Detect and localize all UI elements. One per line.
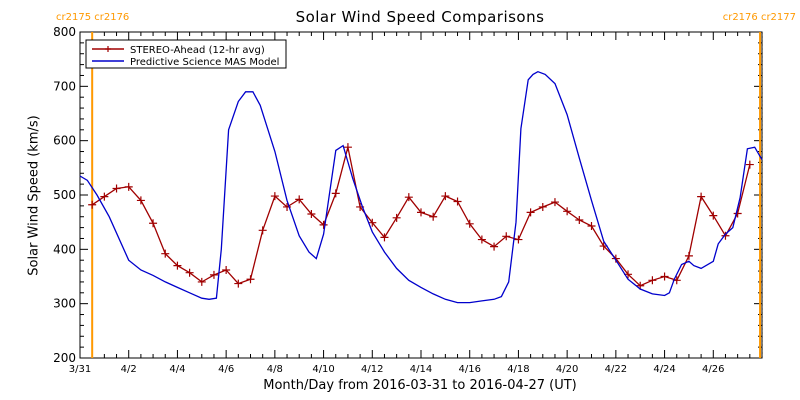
legend-marker bbox=[105, 46, 111, 52]
data-point-marker bbox=[490, 242, 499, 251]
data-point-marker bbox=[429, 212, 438, 221]
x-tick-label: 4/22 bbox=[605, 364, 627, 375]
data-point-marker bbox=[343, 143, 352, 152]
data-point-marker bbox=[295, 195, 304, 204]
series-line-stereo-ahead bbox=[91, 147, 751, 287]
data-point-marker bbox=[441, 192, 450, 201]
x-tick-label: 4/2 bbox=[121, 364, 137, 375]
data-point-marker bbox=[124, 182, 133, 191]
data-point-marker bbox=[587, 221, 596, 230]
data-point-marker bbox=[538, 202, 547, 211]
x-tick-label: 4/10 bbox=[312, 364, 334, 375]
x-tick-label: 4/12 bbox=[361, 364, 383, 375]
series-line-mas-model bbox=[79, 70, 763, 304]
x-tick-label: 4/8 bbox=[267, 364, 283, 375]
data-point-marker bbox=[270, 192, 279, 201]
x-axis-label: Month/Day from 2016-03-31 to 2016-04-27 … bbox=[263, 378, 577, 393]
data-point-marker bbox=[417, 208, 425, 217]
y-tick-label: 700 bbox=[53, 79, 76, 93]
data-point-marker bbox=[173, 261, 182, 270]
data-point-marker bbox=[465, 219, 474, 228]
x-tick-label: 4/14 bbox=[410, 364, 432, 375]
legend-box bbox=[85, 39, 287, 69]
data-point-marker bbox=[697, 192, 706, 201]
data-point-marker bbox=[197, 277, 206, 286]
data-point-marker bbox=[209, 270, 218, 279]
data-point-marker bbox=[222, 265, 231, 274]
x-tick-label: 4/16 bbox=[458, 364, 480, 375]
data-point-marker bbox=[721, 231, 730, 240]
data-point-marker bbox=[112, 184, 121, 193]
x-tick-label: 4/26 bbox=[702, 364, 724, 375]
carrington-rotation-label-left: cr2175 cr2176 bbox=[56, 12, 130, 23]
x-tick-label: 4/24 bbox=[653, 364, 675, 375]
data-point-marker bbox=[684, 251, 693, 260]
y-tick-label: 800 bbox=[53, 25, 76, 39]
data-point-marker bbox=[331, 189, 340, 198]
x-tick-label: 4/20 bbox=[556, 364, 578, 375]
data-point-marker bbox=[185, 268, 194, 277]
legend-label: STEREO-Ahead (12-hr avg) bbox=[130, 45, 265, 56]
data-point-marker bbox=[477, 235, 486, 244]
data-point-marker bbox=[307, 210, 316, 219]
data-point-marker bbox=[550, 198, 559, 207]
y-tick-label: 500 bbox=[53, 188, 76, 202]
data-point-marker bbox=[733, 209, 742, 218]
data-point-marker bbox=[575, 215, 584, 224]
data-point-marker bbox=[258, 226, 267, 235]
data-point-marker bbox=[149, 219, 158, 228]
carrington-rotation-label-right: cr2176 cr2177 bbox=[722, 12, 796, 23]
x-tick-label: 4/18 bbox=[507, 364, 529, 375]
data-point-marker bbox=[392, 213, 401, 222]
plot-frame bbox=[79, 31, 763, 359]
y-tick-label: 600 bbox=[53, 134, 76, 148]
data-point-marker bbox=[88, 200, 97, 209]
data-point-marker bbox=[404, 193, 413, 202]
data-point-marker bbox=[161, 249, 170, 258]
data-point-marker bbox=[502, 232, 511, 241]
data-point-marker bbox=[709, 211, 718, 220]
data-point-marker bbox=[100, 192, 109, 201]
data-point-marker bbox=[514, 235, 523, 244]
x-tick-label: 4/4 bbox=[169, 364, 185, 375]
data-point-marker bbox=[563, 207, 572, 216]
data-point-marker bbox=[246, 275, 255, 284]
legend-label: Predictive Science MAS Model bbox=[130, 57, 279, 68]
x-tick-label: 3/31 bbox=[69, 364, 91, 375]
data-point-marker bbox=[526, 208, 535, 217]
data-point-marker bbox=[234, 279, 243, 288]
y-tick-label: 400 bbox=[53, 242, 76, 256]
data-point-marker bbox=[745, 160, 754, 169]
data-point-marker bbox=[380, 233, 389, 242]
chart-title: Solar Wind Speed Comparisons bbox=[295, 8, 545, 26]
data-point-marker bbox=[453, 197, 462, 206]
data-point-marker bbox=[648, 276, 657, 285]
data-point-marker bbox=[368, 218, 377, 227]
data-point-marker bbox=[319, 220, 328, 229]
data-point-marker bbox=[136, 196, 145, 205]
y-tick-label: 200 bbox=[53, 351, 76, 365]
y-tick-label: 300 bbox=[53, 297, 76, 311]
x-tick-label: 4/6 bbox=[218, 364, 234, 375]
data-point-marker bbox=[660, 272, 669, 281]
